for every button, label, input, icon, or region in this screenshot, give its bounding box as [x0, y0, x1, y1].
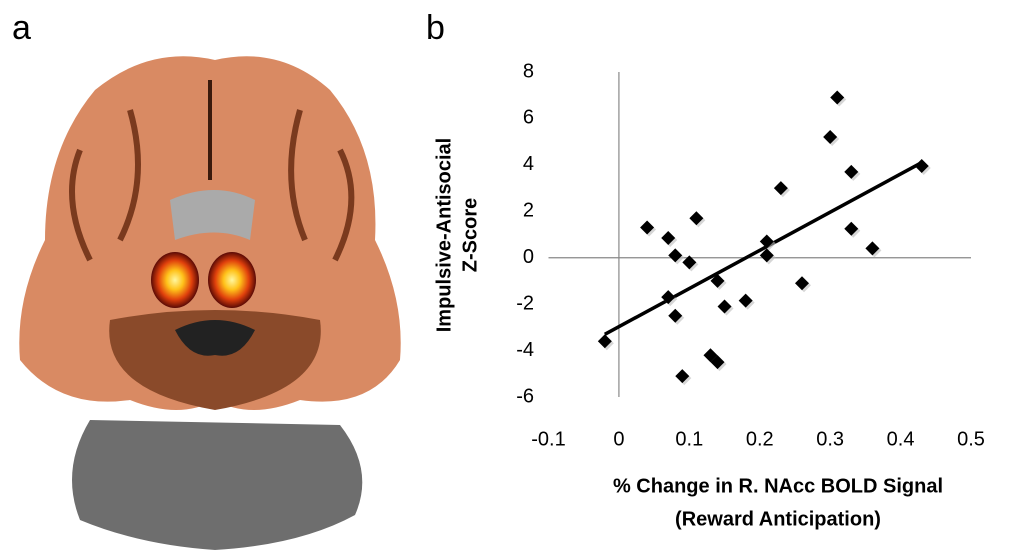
- x-tick-label: 0: [613, 428, 624, 450]
- panel-label: b: [426, 9, 445, 47]
- y-axis-label: Z-Score: [459, 198, 481, 272]
- scatter-plot: -0.1 0 0.1 0.2 0.3 0.4 0.5 -6 -4 -2 0 2 4 6 8 Impulsive…: [433, 60, 985, 530]
- y-tick-label: 6: [523, 107, 534, 129]
- x-tick-label: 0.2: [746, 428, 774, 450]
- panel-label: a: [12, 9, 31, 47]
- brain-image: [19, 56, 400, 550]
- y-tick-label: 8: [523, 60, 534, 82]
- x-tick-label: 0.5: [957, 428, 985, 450]
- figure: a b -0.1 0 0.1 0.2 0.3 0.4 0.5 -6 -4 -2 0 2 4 6 8 Impul…: [0, 0, 1012, 553]
- y-tick-label: -2: [516, 292, 534, 314]
- x-axis-label: % Change in R. NAcc BOLD Signal: [613, 475, 943, 497]
- y-tick-label: 4: [523, 153, 534, 175]
- x-tick-label: -0.1: [531, 428, 565, 450]
- y-tick-label: -6: [516, 385, 534, 407]
- x-tick-label: 0.1: [675, 428, 703, 450]
- x-tick-label: 0.3: [816, 428, 844, 450]
- x-axis-label: (Reward Anticipation): [675, 508, 881, 530]
- y-axis-label: Impulsive-Antisocial: [433, 138, 455, 333]
- y-tick-label: 0: [523, 246, 534, 268]
- y-tick-label: -4: [516, 339, 534, 361]
- y-tick-label: 2: [523, 200, 534, 222]
- x-tick-label: 0.4: [887, 428, 915, 450]
